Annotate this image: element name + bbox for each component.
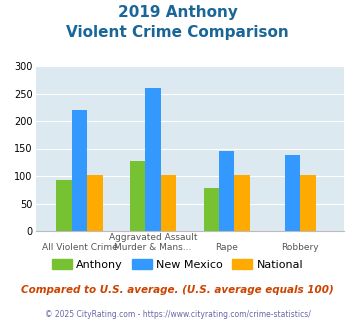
Bar <box>130 161 146 231</box>
Text: All Violent Crime: All Violent Crime <box>42 243 118 251</box>
Text: Aggravated Assault: Aggravated Assault <box>109 233 197 242</box>
Text: 2019 Anthony: 2019 Anthony <box>118 5 237 20</box>
Text: Compared to U.S. average. (U.S. average equals 100): Compared to U.S. average. (U.S. average … <box>21 285 334 295</box>
Text: Violent Crime Comparison: Violent Crime Comparison <box>66 25 289 40</box>
Bar <box>285 155 300 231</box>
Bar <box>219 151 234 231</box>
Text: Rape: Rape <box>215 243 238 251</box>
Legend: Anthony, New Mexico, National: Anthony, New Mexico, National <box>48 255 307 274</box>
Bar <box>146 88 161 231</box>
Bar <box>161 175 176 231</box>
Text: Murder & Mans...: Murder & Mans... <box>114 243 192 251</box>
Bar <box>72 110 87 231</box>
Bar <box>56 180 72 231</box>
Bar <box>203 188 219 231</box>
Bar <box>87 175 103 231</box>
Bar <box>234 175 250 231</box>
Bar <box>300 175 316 231</box>
Text: © 2025 CityRating.com - https://www.cityrating.com/crime-statistics/: © 2025 CityRating.com - https://www.city… <box>45 310 310 319</box>
Text: Robbery: Robbery <box>282 243 319 251</box>
